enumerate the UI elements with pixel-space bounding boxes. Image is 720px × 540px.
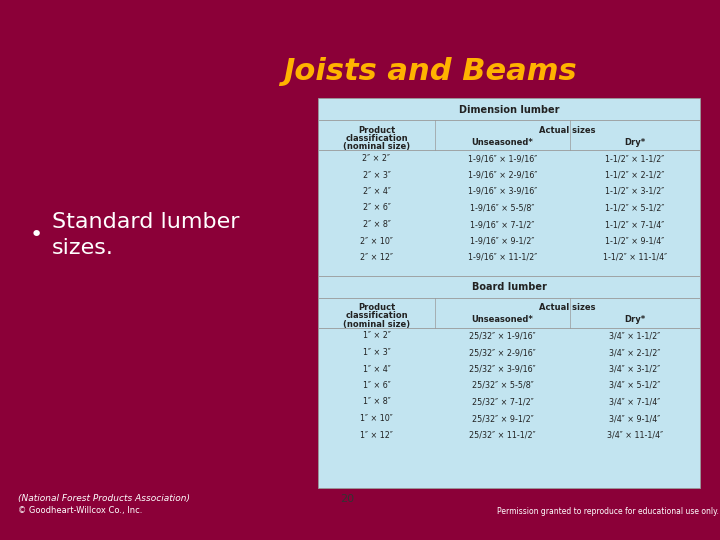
Bar	[318, 98, 700, 488]
Text: (nominal size): (nominal size)	[343, 142, 410, 151]
Text: Joists and Beams: Joists and Beams	[283, 57, 577, 86]
Text: 1-9/16″ × 7-1/2″: 1-9/16″ × 7-1/2″	[470, 220, 535, 229]
Text: 3/4″ × 7-1/4″: 3/4″ × 7-1/4″	[609, 397, 661, 407]
Text: 1″ × 6″: 1″ × 6″	[363, 381, 390, 390]
Text: Dry*: Dry*	[624, 315, 646, 325]
Text: 1″ × 8″: 1″ × 8″	[363, 397, 390, 407]
Text: 25/32″ × 7-1/2″: 25/32″ × 7-1/2″	[472, 397, 534, 407]
Text: 2″ × 3″: 2″ × 3″	[363, 171, 390, 179]
Text: 3/4″ × 5-1/2″: 3/4″ × 5-1/2″	[609, 381, 661, 390]
Text: 25/32″ × 9-1/2″: 25/32″ × 9-1/2″	[472, 414, 534, 423]
Text: •: •	[30, 225, 43, 245]
Text: 1-1/2″ × 9-1/4″: 1-1/2″ × 9-1/4″	[606, 237, 665, 246]
Text: 3/4″ × 3-1/2″: 3/4″ × 3-1/2″	[609, 364, 661, 374]
Text: 25/32″ × 3-9/16″: 25/32″ × 3-9/16″	[469, 364, 536, 374]
Text: Dry*: Dry*	[624, 138, 646, 147]
Text: 1″ × 10″: 1″ × 10″	[360, 414, 393, 423]
Text: 1″ × 4″: 1″ × 4″	[363, 364, 390, 374]
Text: 2″ × 8″: 2″ × 8″	[363, 220, 390, 229]
Text: 1-9/16″ × 9-1/2″: 1-9/16″ × 9-1/2″	[470, 237, 535, 246]
Text: 1-9/16″ × 5-5/8″: 1-9/16″ × 5-5/8″	[470, 204, 535, 213]
Text: (National Forest Products Association): (National Forest Products Association)	[18, 495, 190, 503]
Text: 1-1/2″ × 2-1/2″: 1-1/2″ × 2-1/2″	[606, 171, 665, 179]
Text: 1″ × 12″: 1″ × 12″	[360, 430, 393, 440]
Text: 2″ × 10″: 2″ × 10″	[360, 237, 393, 246]
Text: Standard lumber
sizes.: Standard lumber sizes.	[52, 212, 240, 258]
Text: (nominal size): (nominal size)	[343, 320, 410, 328]
Text: 1-1/2″ × 3-1/2″: 1-1/2″ × 3-1/2″	[606, 187, 665, 196]
Text: 1-9/16″ × 11-1/2″: 1-9/16″ × 11-1/2″	[468, 253, 537, 262]
Text: 1-1/2″ × 1-1/2″: 1-1/2″ × 1-1/2″	[606, 154, 665, 163]
Text: 25/32″ × 5-5/8″: 25/32″ × 5-5/8″	[472, 381, 534, 390]
Text: 1-9/16″ × 3-9/16″: 1-9/16″ × 3-9/16″	[468, 187, 537, 196]
Text: 2″ × 6″: 2″ × 6″	[363, 204, 390, 213]
Text: classification: classification	[345, 134, 408, 143]
Text: 25/32″ × 11-1/2″: 25/32″ × 11-1/2″	[469, 430, 536, 440]
Text: 25/32″ × 1-9/16″: 25/32″ × 1-9/16″	[469, 332, 536, 341]
Text: 1-1/2″ × 7-1/4″: 1-1/2″ × 7-1/4″	[606, 220, 665, 229]
Text: 3/4″ × 9-1/4″: 3/4″ × 9-1/4″	[609, 414, 661, 423]
Text: Actual sizes: Actual sizes	[539, 126, 595, 135]
Text: classification: classification	[345, 312, 408, 321]
Text: Dimension lumber: Dimension lumber	[459, 105, 559, 115]
Text: 1-9/16″ × 2-9/16″: 1-9/16″ × 2-9/16″	[468, 171, 537, 179]
Text: Actual sizes: Actual sizes	[539, 303, 595, 313]
Text: 2″ × 12″: 2″ × 12″	[360, 253, 393, 262]
Text: 3/4″ × 1-1/2″: 3/4″ × 1-1/2″	[609, 332, 661, 341]
Text: Board lumber: Board lumber	[472, 282, 546, 293]
Text: 1-1/2″ × 5-1/2″: 1-1/2″ × 5-1/2″	[606, 204, 665, 213]
Text: 1-1/2″ × 11-1/4″: 1-1/2″ × 11-1/4″	[603, 253, 667, 262]
Text: 2″ × 2″: 2″ × 2″	[362, 154, 390, 163]
Text: © Goodheart-Willcox Co., Inc.: © Goodheart-Willcox Co., Inc.	[18, 507, 143, 516]
Text: Unseasoned*: Unseasoned*	[472, 138, 534, 147]
Text: 1-9/16″ × 1-9/16″: 1-9/16″ × 1-9/16″	[468, 154, 537, 163]
Text: 1″ × 2″: 1″ × 2″	[363, 332, 390, 341]
Text: 20: 20	[340, 494, 354, 504]
Text: Unseasoned*: Unseasoned*	[472, 315, 534, 325]
Text: Product: Product	[358, 126, 395, 135]
Text: 3/4″ × 2-1/2″: 3/4″ × 2-1/2″	[609, 348, 661, 357]
Text: Permission granted to reproduce for educational use only.: Permission granted to reproduce for educ…	[497, 507, 719, 516]
Text: 3/4″ × 11-1/4″: 3/4″ × 11-1/4″	[607, 430, 663, 440]
Text: 1″ × 3″: 1″ × 3″	[363, 348, 390, 357]
Text: 2″ × 4″: 2″ × 4″	[363, 187, 390, 196]
Text: Product: Product	[358, 303, 395, 313]
Text: 25/32″ × 2-9/16″: 25/32″ × 2-9/16″	[469, 348, 536, 357]
